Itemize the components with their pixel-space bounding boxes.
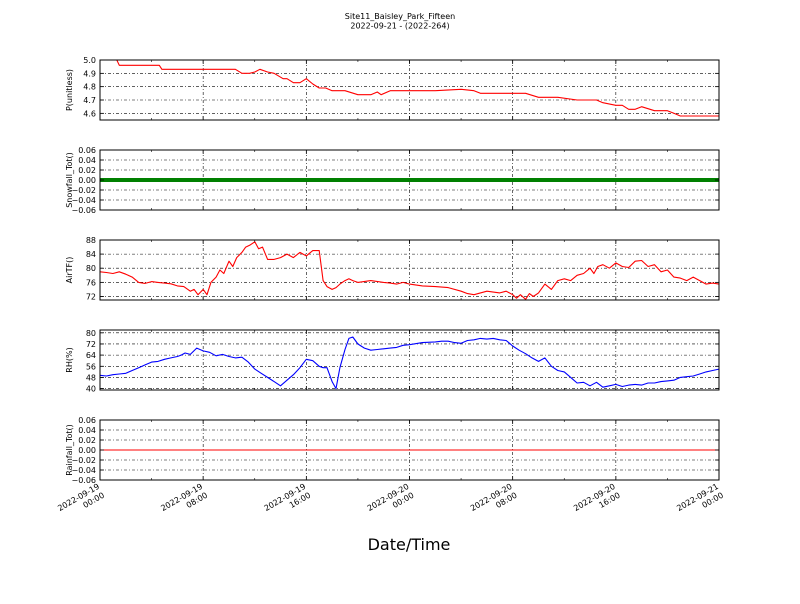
series-line-4 [99, 336, 720, 390]
y-tick-label: 0.00 [78, 446, 96, 455]
y-tick-label: 80 [86, 264, 96, 273]
series-line-3 [99, 241, 720, 300]
series-line-1 [100, 59, 719, 117]
panel-3: 72 76 80 84 88 AirTF() [65, 236, 720, 301]
y-axis-label: AirTF() [65, 257, 74, 284]
panel-2: −0.06−0.04−0.020.000.020.040.06 Snowfall_… [65, 146, 720, 215]
y-tick-label: 56 [86, 362, 96, 371]
y-tick-label: −0.06 [71, 476, 96, 485]
y-axis-label: Rainfall_Tot() [65, 424, 74, 476]
y-tick-label: 48 [86, 373, 96, 382]
y-tick-label: 76 [86, 278, 96, 287]
y-tick-label: 4.6 [83, 109, 96, 118]
panel-4: 40 48 56 64 72 80 RH(%) [65, 329, 720, 394]
x-axis-label: Date/Time [368, 535, 451, 554]
y-tick-label: 80 [86, 329, 96, 338]
y-tick-label: 64 [86, 351, 96, 360]
y-tick-label: 72 [86, 340, 96, 349]
y-tick-label: 4.8 [83, 83, 96, 92]
y-tick-label: 0.04 [78, 156, 96, 165]
y-tick-label: 0.04 [78, 426, 96, 435]
y-tick-label: −0.04 [71, 466, 96, 475]
chart-subtitle: 2022-09-21 - (2022-264) [350, 22, 449, 31]
y-tick-label: 5.0 [83, 56, 96, 65]
y-tick-label: 4.7 [83, 96, 96, 105]
y-tick-label: −0.06 [71, 206, 96, 215]
y-axis-label: RH(%) [65, 347, 74, 372]
y-tick-label: 40 [86, 385, 96, 394]
panel-1: 4.6 4.7 4.8 4.9 5.0 P(unitless) [65, 56, 720, 121]
y-tick-label: 88 [86, 236, 96, 245]
y-axis-label: Snowfall_Tot() [65, 152, 74, 208]
y-tick-label: 84 [86, 250, 96, 259]
y-tick-label: −0.02 [71, 186, 96, 195]
y-tick-label: 0.02 [78, 436, 96, 445]
y-tick-label: 0.02 [78, 166, 96, 175]
panel-5: −0.06−0.04−0.020.000.020.040.06 Rainfall_… [65, 416, 720, 485]
y-tick-label: −0.02 [71, 456, 96, 465]
panels-layer: 4.64.74.84.95.0P(unitless)−0.06−0.04−0.0… [65, 56, 720, 485]
y-tick-label: 0.06 [78, 146, 96, 155]
y-axis-label: P(unitless) [65, 69, 74, 111]
y-tick-label: 0.00 [78, 176, 96, 185]
y-tick-label: 4.9 [83, 69, 96, 78]
chart-title: Site11_Baisley_Park_Fifteen [345, 12, 455, 21]
y-tick-label: −0.04 [71, 196, 96, 205]
y-tick-label: 0.06 [78, 416, 96, 425]
y-tick-label: 72 [86, 292, 96, 301]
